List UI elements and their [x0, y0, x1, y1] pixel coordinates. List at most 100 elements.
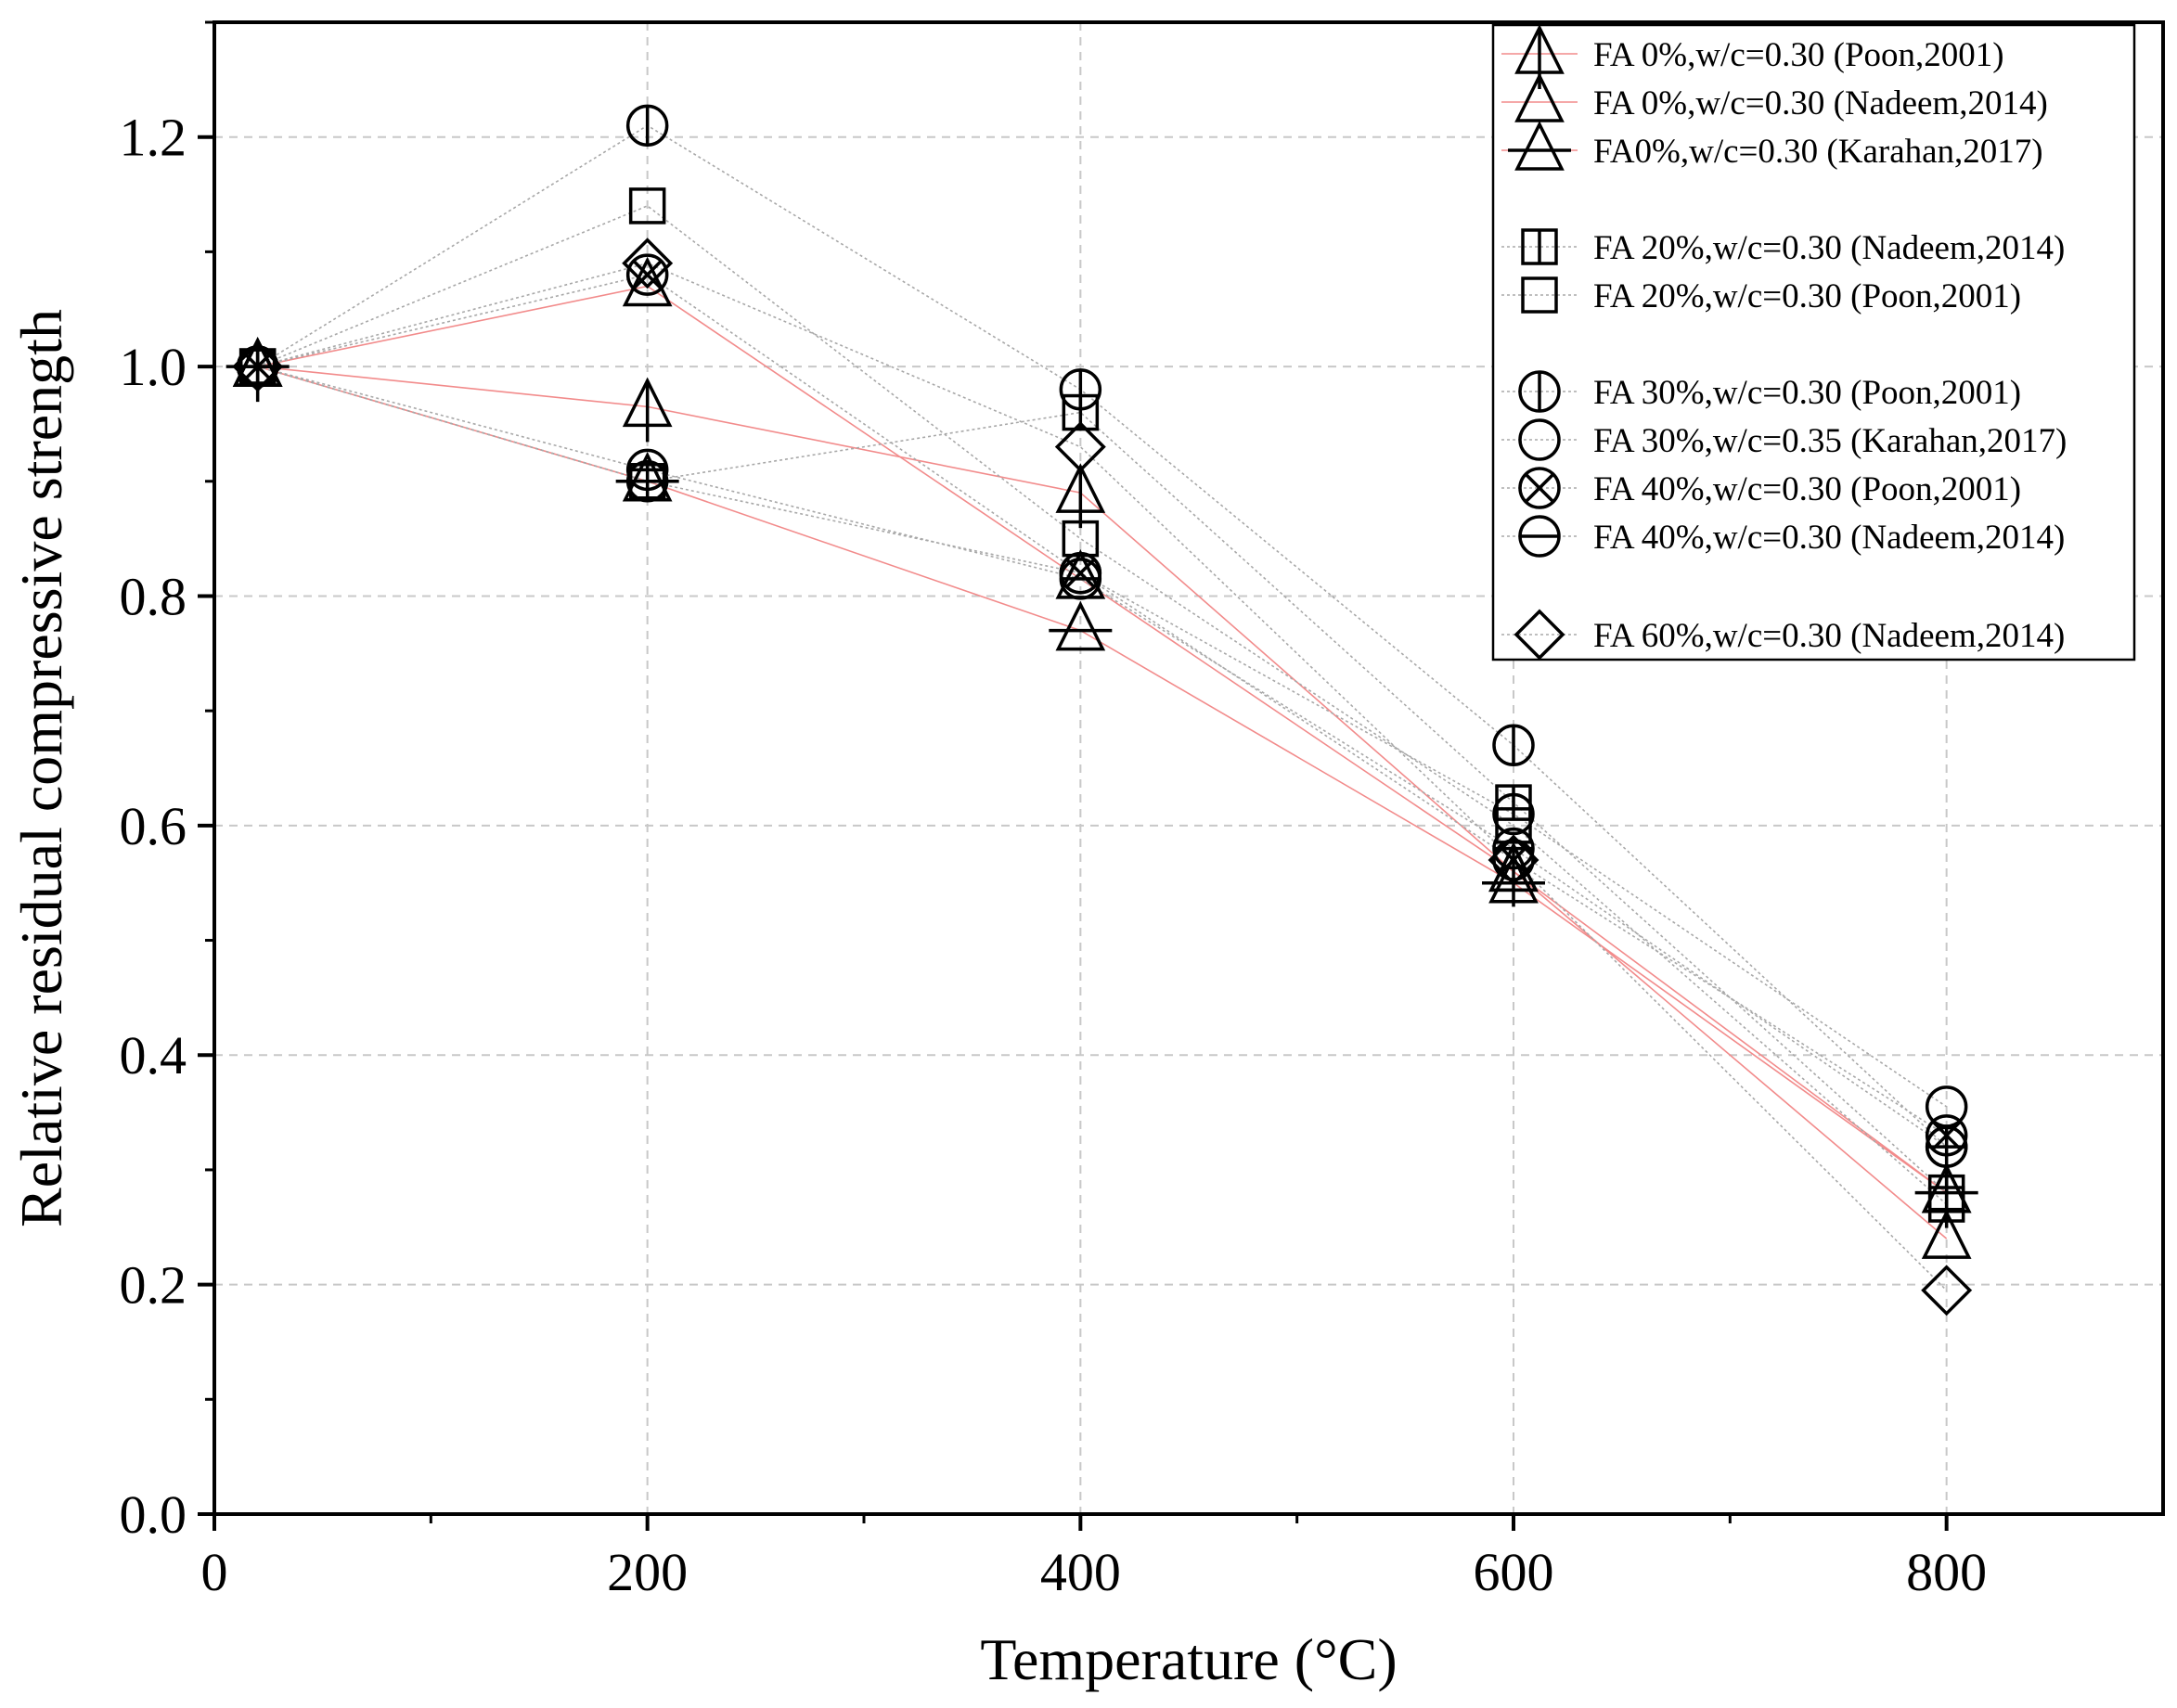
legend-marker	[1508, 121, 1571, 171]
data-point-series-4	[1495, 784, 1532, 821]
square-shape	[1927, 1186, 1965, 1223]
y-tick-label: 0.8	[120, 566, 187, 626]
legend-label: FA 30%,w/c=0.30 (Poon,2001)	[1593, 374, 2021, 412]
marker-bar	[632, 259, 663, 290]
series-line-5	[257, 204, 1948, 1205]
data-point-series-7	[1492, 792, 1535, 836]
triangle-shape	[1514, 72, 1565, 122]
data-point-series-7	[625, 460, 669, 503]
marker-bar	[1524, 472, 1555, 504]
data-point-series-6	[1059, 368, 1102, 411]
legend-label: FA 60%,w/c=0.30 (Nadeem,2014)	[1593, 617, 2065, 655]
legend-marker	[1521, 276, 1558, 314]
legend-marker	[1518, 418, 1561, 461]
square-shape	[628, 187, 666, 225]
legend-entry: FA 30%,w/c=0.35 (Karahan,2017)	[1501, 418, 2067, 461]
series-line-9	[257, 366, 1948, 1148]
legend-label: FA 40%,w/c=0.30 (Nadeem,2014)	[1593, 519, 2065, 557]
legend-label: FA 20%,w/c=0.30 (Nadeem,2014)	[1593, 229, 2065, 267]
y-axis-title: Relative residual compressive strength	[8, 309, 74, 1227]
x-tick-label: 600	[1474, 1542, 1554, 1602]
data-point-series-3	[1049, 600, 1113, 651]
data-point-series-10	[1921, 1265, 1973, 1316]
circle-shape	[1492, 792, 1535, 836]
square-shape	[1521, 276, 1558, 314]
series-line-10	[257, 262, 1948, 1291]
data-point-series-8	[1492, 839, 1535, 881]
y-tick-label: 0.2	[120, 1255, 187, 1316]
circle-shape	[625, 460, 669, 503]
y-tick-label: 0.0	[120, 1484, 187, 1545]
circle-shape	[1925, 1114, 1968, 1157]
legend-marker	[1518, 515, 1561, 558]
diamond-shape	[1054, 421, 1106, 473]
legend-entry: FA 0%,w/c=0.30 (Poon,2001)	[1501, 24, 2004, 89]
circle-shape	[1518, 418, 1561, 461]
legend-entry: FA 60%,w/c=0.30 (Nadeem,2014)	[1501, 609, 2065, 661]
data-point-series-2	[1921, 1209, 1972, 1259]
legend-label: FA 40%,w/c=0.30 (Poon,2001)	[1593, 470, 2021, 508]
data-point-series-5	[1927, 1186, 1965, 1223]
triangle-shape	[1921, 1209, 1972, 1259]
data-point-series-1	[1055, 463, 1106, 529]
plot-frame	[213, 20, 2165, 1516]
legend-entry: FA 40%,w/c=0.30 (Nadeem,2014)	[1501, 515, 2065, 558]
triangle-shape	[1488, 841, 1539, 893]
diamond-shape	[232, 340, 284, 392]
legend-entry: FA 40%,w/c=0.30 (Poon,2001)	[1501, 467, 2021, 509]
legend-marker	[1514, 72, 1565, 122]
x-tick-label: 0	[201, 1542, 228, 1602]
x-axis-title: Temperature (°C)	[980, 1626, 1397, 1692]
legend-entry: FA 0%,w/c=0.30 (Nadeem,2014)	[1501, 72, 2048, 122]
legend-entry: FA 20%,w/c=0.30 (Nadeem,2014)	[1501, 228, 2065, 267]
data-point-series-8	[625, 253, 669, 296]
data-point-series-10	[232, 340, 284, 392]
data-point-series-9	[625, 448, 669, 492]
circle-shape	[1518, 467, 1561, 509]
data-point-series-5	[1062, 520, 1100, 558]
series-line-4	[257, 366, 1948, 1194]
legend-marker	[1521, 228, 1558, 265]
ticks: 0 200 400 600 800 0.0 0.2 0.4 0.6 0.8 1.0 1.2	[120, 20, 1987, 1602]
data-point-series-2	[1488, 841, 1539, 893]
y-tick-label: 0.4	[120, 1025, 187, 1085]
data-point-series-10	[1054, 421, 1106, 473]
legend-marker	[1514, 609, 1565, 661]
legend-entry: FA 20%,w/c=0.30 (Poon,2001)	[1501, 276, 2021, 315]
legend-marker	[1518, 370, 1561, 413]
legend-label: FA 0%,w/c=0.30 (Poon,2001)	[1593, 36, 2004, 74]
x-tick-label: 200	[607, 1542, 688, 1602]
square-shape	[1062, 520, 1100, 558]
data-point-series-6	[1492, 724, 1535, 767]
triangle-shape	[1488, 853, 1539, 904]
data-point-series-8	[1925, 1114, 1968, 1157]
y-tick-label: 1.2	[120, 108, 187, 168]
data-point-series-6	[625, 104, 669, 148]
marker-bar	[1065, 558, 1096, 588]
series-markers	[225, 104, 1978, 1316]
legend-label: FA0%,w/c=0.30 (Karahan,2017)	[1593, 133, 2043, 171]
marker-bar	[1498, 844, 1529, 876]
y-tick-label: 1.0	[120, 337, 187, 397]
diamond-shape	[1514, 609, 1565, 661]
data-point-series-9	[1059, 558, 1102, 600]
data-point-series-9	[1925, 1125, 1968, 1168]
legend-marker	[1518, 467, 1561, 509]
x-tick-label: 800	[1906, 1542, 1987, 1602]
marker-bar	[1931, 1120, 1962, 1151]
triangle-shape	[1514, 121, 1565, 171]
axes	[213, 20, 2165, 1516]
x-tick-label: 400	[1040, 1542, 1121, 1602]
legend-entry: FA0%,w/c=0.30 (Karahan,2017)	[1501, 121, 2043, 171]
diamond-shape	[1921, 1265, 1973, 1316]
legend-label: FA 30%,w/c=0.35 (Karahan,2017)	[1593, 422, 2067, 460]
legend: FA 0%,w/c=0.30 (Poon,2001) FA 0%,w/c=0.30…	[1491, 23, 2136, 661]
legend-label: FA 0%,w/c=0.30 (Nadeem,2014)	[1593, 84, 2048, 122]
diamond-shape	[622, 238, 674, 289]
diamond-shape	[1488, 834, 1539, 886]
data-point-series-1	[622, 377, 673, 443]
circle-shape	[1492, 839, 1535, 881]
data-point-series-9	[236, 345, 279, 388]
triangle-shape	[1055, 600, 1106, 651]
